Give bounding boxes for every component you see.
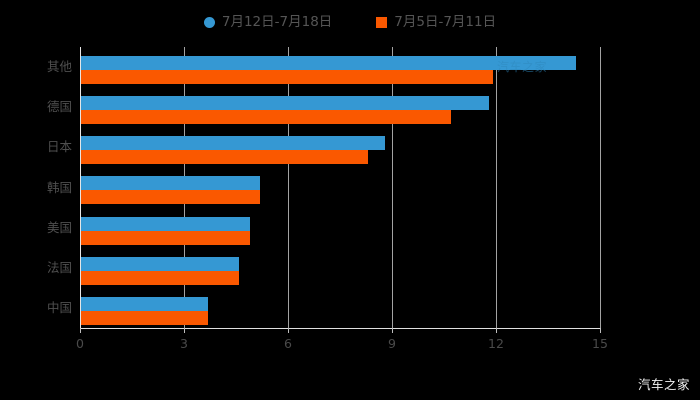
circle-marker-icon [203, 16, 215, 28]
x-tick-mark-15 [600, 328, 601, 333]
bar-group [80, 127, 600, 167]
legend-item-1[interactable]: 7月5日-7月11日 [376, 15, 496, 29]
watermark-ghost: 汽车之家 [497, 60, 548, 74]
x-tick-mark-0 [80, 328, 81, 333]
x-axis-label-3: 3 [180, 336, 188, 351]
x-axis-line [80, 328, 601, 329]
x-tick-mark-9 [392, 328, 393, 333]
chart-legend: 7月12日-7月18日 7月5日-7月11日 [0, 10, 700, 34]
bar-orange[interactable] [80, 150, 368, 165]
bar-orange[interactable] [80, 70, 493, 84]
x-tick-mark-12 [496, 328, 497, 333]
bar-orange[interactable] [80, 190, 261, 205]
x-tick-mark-6 [288, 328, 289, 333]
bar-group [80, 208, 600, 248]
x-axis-label-12: 12 [488, 336, 504, 351]
legend-label-0: 7月12日-7月18日 [221, 14, 333, 30]
x-axis-label-6: 6 [284, 336, 292, 351]
gridline-15 [600, 47, 601, 328]
x-axis-label-9: 9 [388, 336, 396, 351]
legend-item-0[interactable]: 7月12日-7月18日 [203, 14, 333, 30]
x-axis-label-0: 0 [76, 336, 84, 351]
bar-orange[interactable] [80, 230, 250, 245]
plot-area [80, 47, 601, 328]
bar-blue[interactable] [80, 56, 576, 70]
bar-blue[interactable] [80, 176, 261, 191]
y-axis-label-0: 其他 [46, 59, 72, 75]
bar-orange[interactable] [80, 270, 240, 285]
y-axis-label-5: 法国 [46, 259, 72, 275]
bar-group [80, 87, 600, 127]
y-axis-label-3: 韩国 [46, 179, 72, 195]
watermark: 汽车之家 [637, 377, 690, 392]
bar-series-container [80, 47, 600, 328]
bar-group [80, 288, 600, 328]
bar-blue[interactable] [80, 136, 386, 151]
x-tick-mark-3 [184, 328, 185, 333]
bar-blue[interactable] [80, 96, 490, 111]
x-axis-tick-labels: 0 3 6 9 12 15 [0, 336, 700, 354]
y-axis-label-4: 美国 [46, 219, 72, 235]
bar-orange[interactable] [80, 310, 209, 325]
bar-blue[interactable] [80, 256, 240, 271]
y-axis-label-1: 德国 [46, 99, 72, 115]
bar-group [80, 248, 600, 288]
bar-group [80, 167, 600, 207]
y-axis-line [80, 47, 81, 328]
legend-label-1: 7月5日-7月11日 [394, 14, 497, 30]
bar-group [80, 47, 600, 87]
y-axis-label-2: 日本 [46, 139, 72, 155]
bar-blue[interactable] [80, 296, 209, 311]
square-marker-icon [376, 16, 388, 28]
bar-blue[interactable] [80, 216, 250, 231]
bar-orange[interactable] [80, 110, 451, 125]
y-axis-label-6: 中国 [46, 299, 72, 315]
x-axis-label-15: 15 [592, 336, 608, 351]
y-axis-tick-labels: 其他德国日本韩国美国法国中国 [0, 47, 72, 328]
